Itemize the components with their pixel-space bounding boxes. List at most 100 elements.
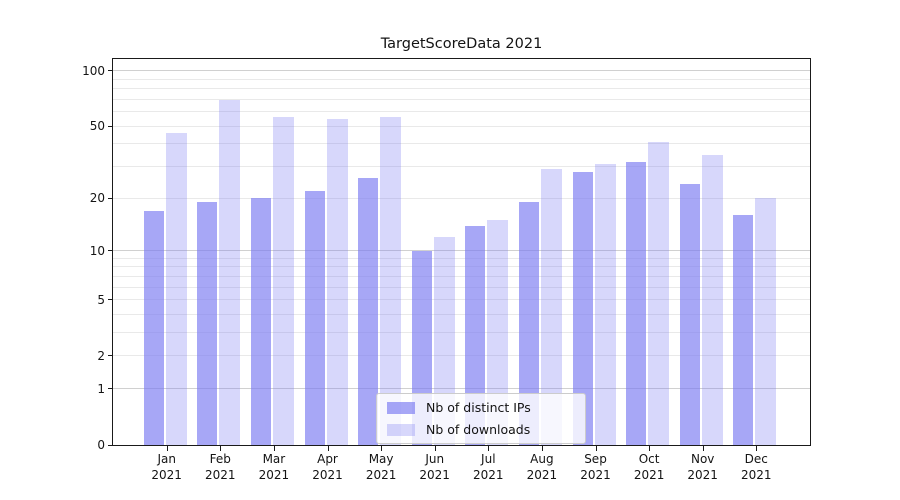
x-tick-label: Dec 2021 — [724, 452, 788, 483]
x-tick-label: Nov 2021 — [671, 452, 735, 483]
x-tick-mark — [381, 446, 383, 451]
bar-nb-of-distinct-ips-apr — [304, 190, 325, 445]
x-tick-label: Aug 2021 — [510, 452, 574, 483]
x-tick-month: Apr — [317, 452, 338, 466]
y-tick-label: 50 — [89, 119, 105, 133]
bar-nb-of-distinct-ips-aug — [518, 202, 539, 445]
gridline-minor — [113, 276, 810, 277]
y-tick-label: 0 — [97, 438, 105, 452]
x-tick-year: 2021 — [687, 467, 718, 482]
y-tick-mark — [108, 299, 113, 300]
bar-nb-of-downloads-nov — [701, 154, 723, 445]
x-tick-year: 2021 — [526, 467, 558, 482]
x-tick-month: Jun — [425, 452, 445, 466]
legend-label-distinct-ips: Nb of distinct IPs — [426, 400, 531, 415]
bar-nb-of-downloads-jul — [487, 220, 509, 445]
x-tick-label: Apr 2021 — [296, 452, 360, 483]
x-tick-month: Oct — [638, 452, 660, 466]
y-tick-label: 5 — [97, 293, 105, 307]
x-tick-label: Feb 2021 — [188, 452, 252, 483]
y-tick-mark — [108, 126, 113, 127]
x-tick-year: 2021 — [365, 467, 397, 482]
chart-title: TargetScoreData 2021 — [380, 36, 543, 52]
gridline-minor — [113, 198, 810, 199]
x-tick-label: Mar 2021 — [242, 452, 306, 483]
y-tick-mark — [108, 198, 113, 199]
x-tick-mark — [756, 446, 758, 451]
x-tick-label: May 2021 — [349, 452, 413, 483]
x-tick-year: 2021 — [633, 467, 665, 482]
x-tick-mark — [220, 446, 222, 451]
x-tick-month: Jul — [481, 452, 496, 466]
y-tick-mark — [108, 445, 113, 446]
y-tick-mark — [108, 70, 113, 71]
x-tick-year: 2021 — [419, 467, 450, 482]
legend: Nb of distinct IPs Nb of downloads — [376, 393, 586, 444]
plot-area: 100 50 20 10 5 2 1 0 Jan 2021 Feb 2021 Mar 2021 Apr 202… — [82, 58, 811, 482]
y-tick-label: 1 — [97, 382, 105, 396]
gridline-minor — [113, 299, 810, 300]
x-tick-mark — [649, 446, 651, 451]
x-tick-month: Feb — [209, 452, 231, 466]
x-tick-mark — [488, 446, 490, 451]
y-tick-mark — [108, 250, 113, 251]
x-tick-mark — [327, 446, 329, 451]
bar-nb-of-downloads-jan — [165, 132, 187, 445]
gridline-major — [113, 388, 810, 389]
bar-nb-of-distinct-ips-mar — [250, 198, 271, 445]
bar-nb-of-downloads-oct — [648, 142, 670, 445]
gridline-minor — [113, 266, 810, 267]
legend-row-downloads: Nb of downloads — [387, 421, 575, 438]
gridline-minor — [113, 143, 810, 144]
gridline-minor — [113, 258, 810, 259]
y-tick-label: 100 — [82, 64, 105, 78]
bar-nb-of-distinct-ips-oct — [626, 161, 647, 445]
gridline-minor — [113, 126, 810, 127]
bar-nb-of-downloads-mar — [272, 117, 294, 445]
x-tick-mark — [273, 446, 275, 451]
bar-nb-of-downloads-aug — [540, 169, 562, 445]
legend-label-downloads: Nb of downloads — [426, 422, 531, 437]
x-tick-year: 2021 — [205, 467, 236, 482]
bar-nb-of-downloads-feb — [219, 99, 241, 445]
bar-nb-of-distinct-ips-feb — [197, 202, 218, 445]
y-tick-label: 2 — [97, 349, 105, 363]
gridline-minor — [113, 79, 810, 80]
x-tick-month: Dec — [744, 452, 768, 466]
bar-nb-of-downloads-dec — [755, 198, 777, 445]
x-tick-year: 2021 — [258, 467, 290, 482]
x-tick-month: May — [368, 452, 394, 466]
y-tick-label: 20 — [89, 191, 105, 205]
x-tick-year: 2021 — [580, 467, 611, 482]
x-tick-mark — [166, 446, 168, 451]
x-tick-label: Jan 2021 — [135, 452, 199, 483]
x-tick-month: Mar — [262, 452, 286, 466]
gridline-minor — [113, 111, 810, 112]
x-tick-month: Jan — [157, 452, 176, 466]
bar-nb-of-distinct-ips-jul — [465, 225, 486, 445]
x-tick-label: Oct 2021 — [617, 452, 681, 483]
gridline-minor — [113, 287, 810, 288]
legend-swatch-downloads-icon — [387, 423, 415, 436]
bar-nb-of-downloads-sep — [594, 164, 616, 445]
bar-nb-of-downloads-apr — [326, 118, 348, 445]
bar-nb-of-distinct-ips-nov — [679, 184, 700, 445]
bar-nb-of-distinct-ips-may — [358, 177, 379, 445]
bar-nb-of-distinct-ips-jan — [143, 210, 164, 445]
x-tick-month: Nov — [690, 452, 715, 466]
x-tick-label: Sep 2021 — [564, 452, 628, 483]
bar-nb-of-downloads-may — [380, 117, 402, 445]
x-tick-label: Jul 2021 — [456, 452, 520, 483]
x-tick-year: 2021 — [151, 467, 182, 482]
x-tick-month: Aug — [530, 452, 554, 466]
x-tick-mark — [595, 446, 597, 451]
x-tick-mark — [434, 446, 436, 451]
bar-nb-of-distinct-ips-sep — [572, 172, 593, 445]
x-tick-mark — [702, 446, 704, 451]
y-tick-mark — [108, 355, 113, 356]
x-tick-year: 2021 — [473, 467, 504, 482]
gridline-minor — [113, 88, 810, 89]
y-tick-label: 10 — [89, 244, 105, 258]
x-tick-year: 2021 — [741, 467, 772, 482]
